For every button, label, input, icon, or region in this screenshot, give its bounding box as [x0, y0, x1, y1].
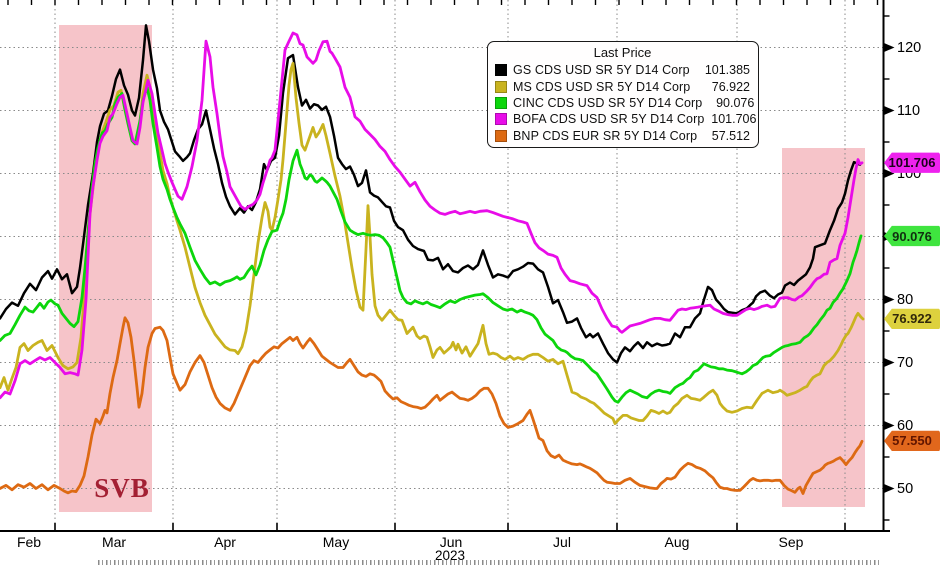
y-tick-label-80: 80 [897, 291, 914, 308]
clipped-footer-text-strip [98, 560, 882, 565]
legend-swatch-icon [495, 80, 507, 93]
x-tick-label-may: May [322, 534, 350, 550]
legend-last-price: 57.512 [711, 128, 750, 143]
tick-arrow-icon [884, 421, 895, 430]
y-tick-label-110: 110 [897, 102, 921, 119]
legend-series-name: MS CDS USD SR 5Y D14 Corp [513, 79, 691, 94]
tick-arrow-icon [884, 295, 895, 304]
svb-annotation: SVB [94, 473, 150, 503]
x-tick-label-aug: Aug [664, 534, 690, 550]
legend-last-price: 90.076 [716, 95, 755, 110]
tick-arrow-icon [884, 106, 895, 115]
x-tick-label-jul: Jul [553, 534, 571, 550]
legend-series-name: GS CDS USD SR 5Y D14 Corp [513, 63, 690, 78]
price-tag-101.706: 101.706 [884, 152, 940, 173]
price-tag-76.922: 76.922 [884, 308, 940, 330]
y-tick-label-120: 120 [897, 39, 922, 56]
legend-last-price: 101.385 [704, 63, 750, 78]
legend-row-ms[interactable]: MS CDS USD SR 5Y D14 Corp 76.922 [495, 78, 750, 94]
series-line-bofa [0, 31, 864, 400]
legend-swatch-icon [495, 129, 507, 142]
tick-arrow-icon [884, 169, 895, 178]
series-line-bnp [0, 316, 864, 495]
x-axis-year-label: 2023 [434, 548, 466, 563]
x-tick-label-apr: Apr [214, 534, 236, 550]
legend-title: Last Price [593, 45, 652, 60]
x-tick-label-mar: Mar [101, 534, 127, 550]
legend-series-name: BOFA CDS USD SR 5Y D14 Corp [513, 112, 705, 127]
x-tick-label-feb: Feb [16, 534, 42, 550]
legend-rows: GS CDS USD SR 5Y D14 Corp 101.385 MS CDS U… [495, 62, 756, 144]
legend-row-gs[interactable]: GS CDS USD SR 5Y D14 Corp 101.385 [495, 62, 750, 78]
legend-row-bofa[interactable]: BOFA CDS USD SR 5Y D14 Corp 101.706 [495, 111, 756, 127]
legend-last-price: 101.706 [711, 112, 757, 127]
price-tag-90.076: 90.076 [884, 225, 940, 247]
legend-swatch-icon [495, 113, 507, 126]
tick-arrow-icon [884, 358, 895, 367]
legend-box[interactable]: Last Price GS CDS USD SR 5Y D14 Corp 101.… [487, 41, 759, 148]
tick-arrow-icon [884, 484, 895, 493]
y-tick-label-70: 70 [897, 354, 914, 371]
legend-series-name: BNP CDS EUR SR 5Y D14 Corp [513, 128, 698, 143]
tick-arrow-icon [884, 43, 895, 52]
y-tick-label-60: 60 [897, 417, 914, 434]
y-tick-label-50: 50 [897, 480, 914, 497]
legend-series-name: CINC CDS USD SR 5Y D14 Corp [513, 95, 703, 110]
legend-swatch-icon [495, 96, 507, 109]
x-tick-label-sep: Sep [778, 534, 804, 550]
x-tick-label-jun: Jun [439, 534, 463, 550]
legend-row-cinc[interactable]: CINC CDS USD SR 5Y D14 Corp 90.076 [495, 95, 754, 111]
legend-swatch-icon [495, 64, 507, 77]
price-tag-57.550: 57.550 [884, 430, 940, 452]
legend-row-bnp[interactable]: BNP CDS EUR SR 5Y D14 Corp 57.512 [495, 128, 750, 144]
series-line-gs [0, 24, 862, 364]
legend-last-price: 76.922 [711, 79, 750, 94]
